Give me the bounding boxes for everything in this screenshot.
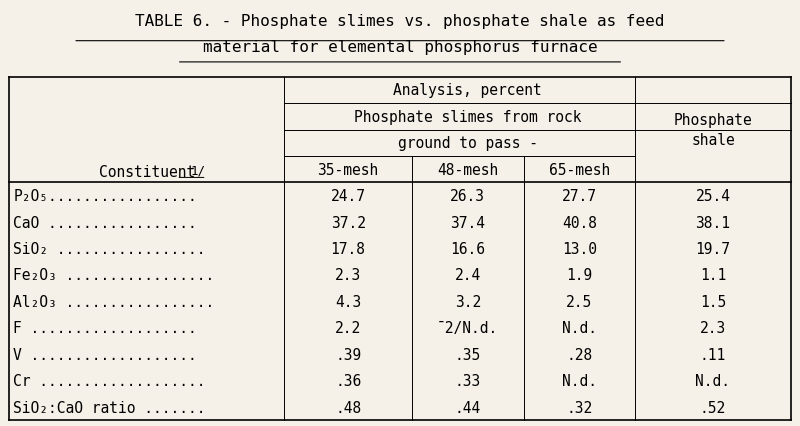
Text: Phosphate
shale: Phosphate shale [674,113,752,148]
Text: Constituent: Constituent [98,165,195,180]
Text: .28: .28 [566,347,593,362]
Text: .11: .11 [700,347,726,362]
Text: 1.9: 1.9 [566,268,593,283]
Text: 2.3: 2.3 [335,268,362,283]
Text: 17.8: 17.8 [330,242,366,256]
Text: 16.6: 16.6 [450,242,486,256]
Text: F ...................: F ................... [14,321,197,336]
Text: 4.3: 4.3 [335,294,362,309]
Text: 65-mesh: 65-mesh [549,162,610,177]
Text: ground to pass -: ground to pass - [398,136,538,151]
Text: N.d.: N.d. [562,321,597,336]
Text: 38.1: 38.1 [695,215,730,230]
Text: .33: .33 [454,373,481,389]
Text: 2.3: 2.3 [700,321,726,336]
Text: Cr ...................: Cr ................... [14,373,206,389]
Text: .48: .48 [335,400,362,414]
Text: 1.1: 1.1 [700,268,726,283]
Text: 25.4: 25.4 [695,189,730,204]
Text: 3.2: 3.2 [454,294,481,309]
Text: 27.7: 27.7 [562,189,597,204]
Text: N.d.: N.d. [562,373,597,389]
Text: 40.8: 40.8 [562,215,597,230]
Text: N.d.: N.d. [695,373,730,389]
Text: .35: .35 [454,347,481,362]
Text: 13.0: 13.0 [562,242,597,256]
Text: TABLE 6. - Phosphate slimes vs. phosphate shale as feed: TABLE 6. - Phosphate slimes vs. phosphat… [135,14,665,29]
Text: CaO .................: CaO ................. [14,215,197,230]
Text: SiO₂ .................: SiO₂ ................. [14,242,206,256]
Text: .39: .39 [335,347,362,362]
Text: V ...................: V ................... [14,347,197,362]
Text: 48-mesh: 48-mesh [437,162,498,177]
Text: .52: .52 [700,400,726,414]
Text: Phosphate slimes from rock: Phosphate slimes from rock [354,109,582,124]
Text: SiO₂:CaO ratio .......: SiO₂:CaO ratio ....... [14,400,206,414]
Text: 35-mesh: 35-mesh [318,162,379,177]
Text: 37.2: 37.2 [330,215,366,230]
Text: 1/: 1/ [190,164,206,177]
Text: 24.7: 24.7 [330,189,366,204]
Text: 26.3: 26.3 [450,189,486,204]
Text: 2.5: 2.5 [566,294,593,309]
Text: 37.4: 37.4 [450,215,486,230]
Text: ¯2/N.d.: ¯2/N.d. [437,321,498,336]
Text: Al₂O₃ .................: Al₂O₃ ................. [14,294,214,309]
Text: 1.5: 1.5 [700,294,726,309]
Text: 2.2: 2.2 [335,321,362,336]
Text: Fe₂O₃ .................: Fe₂O₃ ................. [14,268,214,283]
Text: 19.7: 19.7 [695,242,730,256]
Text: .36: .36 [335,373,362,389]
Text: .32: .32 [566,400,593,414]
Text: Analysis, percent: Analysis, percent [394,83,542,98]
Text: material for elemental phosphorus furnace: material for elemental phosphorus furnac… [202,40,598,55]
Text: 2.4: 2.4 [454,268,481,283]
Text: P₂O₅.................: P₂O₅................. [14,189,197,204]
Text: .44: .44 [454,400,481,414]
